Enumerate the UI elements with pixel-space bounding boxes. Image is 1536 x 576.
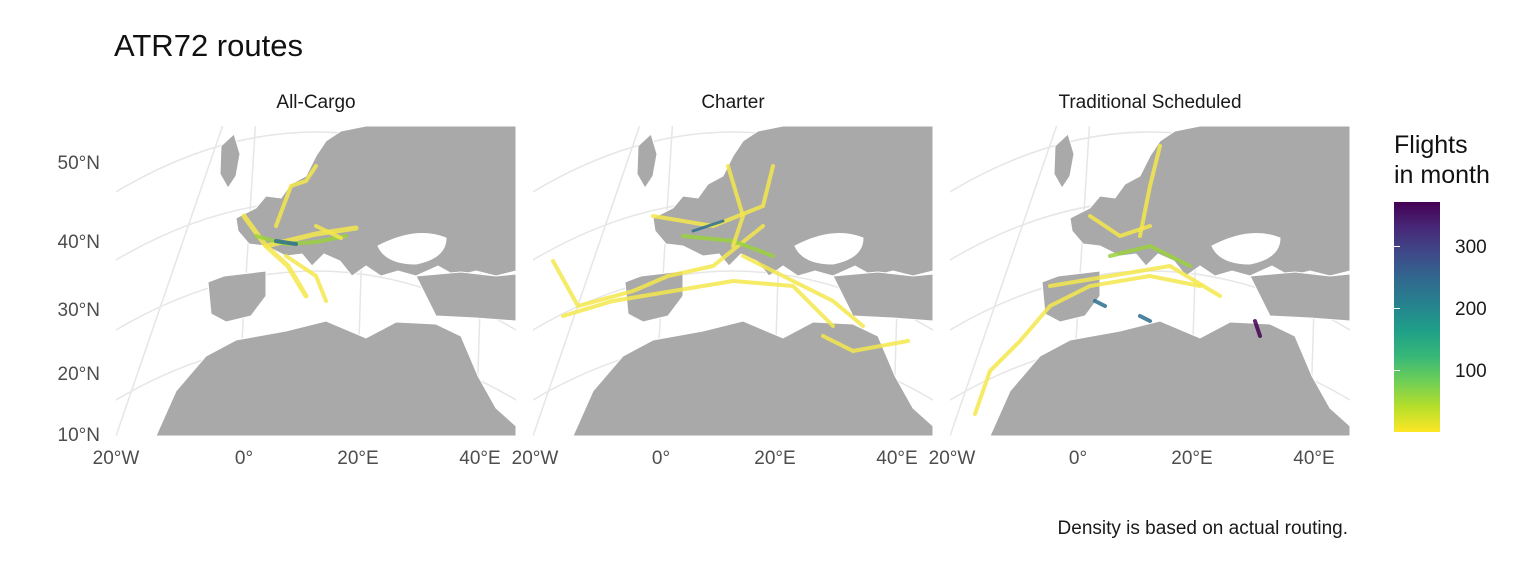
legend-title-line: in month [1394,161,1490,189]
map-panel-traditional-scheduled [950,126,1350,436]
turkey-landmass [832,271,933,322]
x-tick-label: 20°E [337,448,379,469]
legend-title-line: Flights [1394,131,1468,159]
africa-landmass [989,320,1350,436]
x-tick-label: 20°W [511,448,559,469]
map-title: ATR72 routes [114,28,303,63]
turkey-landmass [1249,271,1350,322]
x-tick-label: 40°E [876,448,918,469]
x-tick-label: 40°E [459,448,501,469]
route-density [241,164,359,303]
legend-color-bar [1394,202,1440,432]
black-sea [794,233,864,265]
turkey-landmass [415,271,516,322]
africa-landmass [572,320,933,436]
europe-landmass [652,126,933,277]
iberia-landmass [624,270,684,323]
x-tick-label: 0° [234,448,254,469]
x-tick-label: 20°W [92,448,140,469]
iberia-landmass [207,270,267,323]
route-density [551,164,910,354]
y-tick-label: 30°N [57,300,100,321]
black-sea [377,233,447,265]
x-tick-label: 0° [1068,448,1088,469]
y-tick-label: 50°N [57,153,100,174]
europe-landmass [235,126,516,277]
uk-landmass [219,133,241,189]
legend-tick [1440,246,1446,247]
legend-tick [1440,308,1446,309]
x-tick-label: 20°W [928,448,976,469]
legend-label: 300 [1455,237,1487,258]
facet-label-traditional-scheduled: Traditional Scheduled [1058,92,1242,113]
caption: Density is based on actual routing. [1057,518,1348,539]
map-panel-all-cargo [116,126,516,436]
x-tick-label: 0° [651,448,671,469]
legend-label: 100 [1455,361,1487,382]
y-tick-label: 10°N [57,425,100,446]
uk-landmass [636,133,658,189]
y-tick-label: 20°N [57,364,100,385]
x-tick-label: 40°E [1293,448,1335,469]
legend-tick [1394,370,1400,371]
y-tick-label: 40°N [57,232,100,253]
land-masses [155,126,516,436]
black-sea [1211,233,1281,265]
legend-title: Flights in month [1394,130,1490,190]
facet-label-charter: Charter [701,92,765,113]
x-tick-label: 20°E [754,448,796,469]
x-tick-label: 20°E [1171,448,1213,469]
africa-landmass [155,320,516,436]
land-masses [989,126,1350,436]
facet-label-all-cargo: All-Cargo [276,92,356,113]
legend-tick [1394,246,1400,247]
legend-tick [1440,370,1446,371]
uk-landmass [1053,133,1075,189]
map-panel-charter [533,126,933,436]
route-density [973,144,1262,416]
legend-tick [1394,308,1400,309]
legend-label: 200 [1455,299,1487,320]
